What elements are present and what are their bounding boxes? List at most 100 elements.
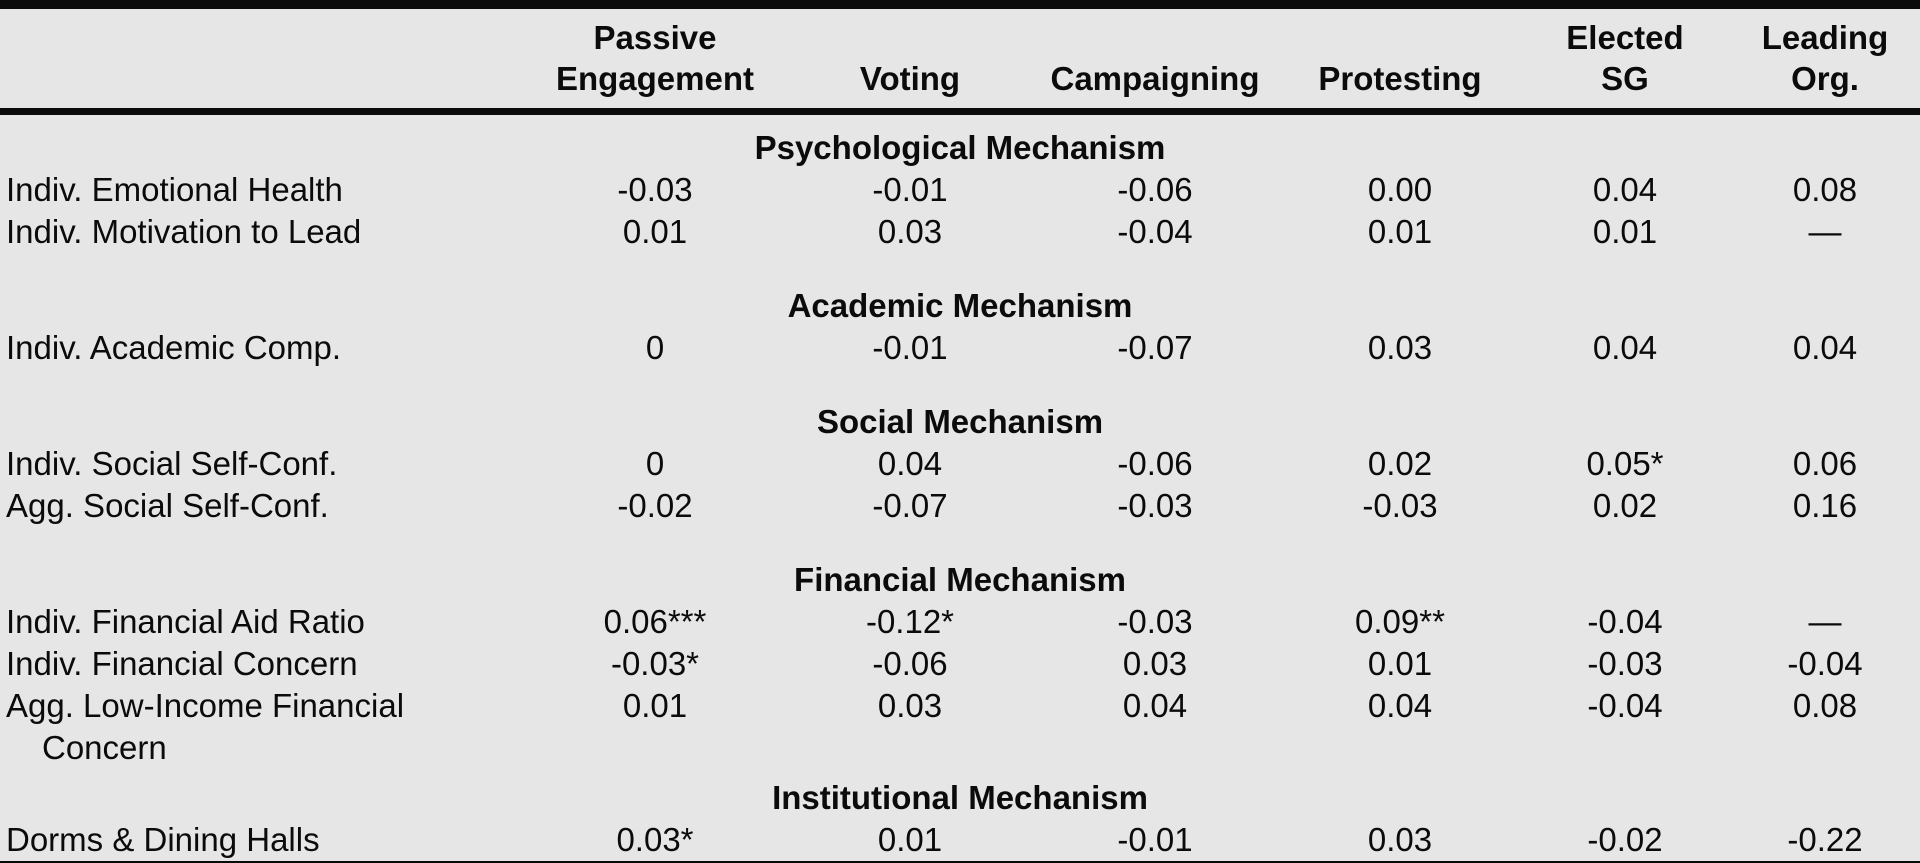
- value-cell-passive-engagement: -0.03*: [610, 645, 700, 682]
- table-row: Indiv. Financial Aid Ratio 0.06*** -0.12* -…: [0, 601, 1920, 643]
- value-cell-passive-engagement: 0: [645, 329, 665, 366]
- section-title-row: Academic Mechanism: [0, 253, 1920, 327]
- value-cell-campaigning: -0.06: [1117, 445, 1193, 482]
- value-cell-campaigning: -0.01: [1117, 821, 1193, 858]
- value-cell-voting: -0.12*: [865, 603, 955, 640]
- value-cell-passive-engagement: 0: [645, 445, 665, 482]
- value-cell-elected-sg: -0.04: [1587, 687, 1663, 724]
- value-cell-voting: 0.03: [877, 213, 943, 250]
- row-label: Indiv. Financial Aid Ratio: [6, 603, 365, 640]
- section-title-row: Financial Mechanism: [0, 527, 1920, 601]
- value-cell-leading-org: —: [1808, 603, 1842, 640]
- value-cell-voting: -0.06: [872, 645, 948, 682]
- column-header-protesting-line2: Protesting: [1318, 60, 1482, 97]
- value-cell-elected-sg: 0.01: [1592, 213, 1658, 250]
- row-label: Agg. Social Self-Conf.: [6, 487, 329, 524]
- value-cell-passive-engagement: -0.02: [617, 487, 693, 524]
- table-row: Agg. Social Self-Conf. -0.02 -0.07 -0.03 -0.…: [0, 485, 1920, 527]
- section-title-social-mechanism: Social Mechanism: [816, 403, 1104, 440]
- row-label: Indiv. Social Self-Conf.: [6, 445, 338, 482]
- column-header-variable: [0, 5, 520, 112]
- value-cell-leading-org: -0.04: [1787, 645, 1863, 682]
- column-header-elected-sg-line1: Elected: [1566, 19, 1684, 56]
- column-header-leading-org-line1: Leading: [1761, 19, 1889, 56]
- section-financial-mechanism: Financial Mechanism Indiv. Financial Aid …: [0, 527, 1920, 769]
- section-institutional-mechanism: Institutional Mechanism Dorms & Dining Ha…: [0, 769, 1920, 863]
- value-cell-voting: -0.01: [872, 171, 948, 208]
- value-cell-leading-org: -0.22: [1787, 821, 1863, 858]
- value-cell-voting: 0.03: [877, 687, 943, 724]
- value-cell-leading-org: 0.08: [1792, 171, 1858, 208]
- section-title-institutional-mechanism: Institutional Mechanism: [772, 779, 1148, 816]
- column-header-passive-engagement-line2: Engagement: [555, 60, 755, 97]
- value-cell-voting: -0.07: [872, 487, 948, 524]
- row-label: Agg. Low-Income Financial Concern: [6, 687, 405, 766]
- value-cell-elected-sg: 0.04: [1592, 329, 1658, 366]
- table-row: Indiv. Motivation to Lead 0.01 0.03 -0.04 0.…: [0, 211, 1920, 253]
- value-cell-voting: -0.01: [872, 329, 948, 366]
- value-cell-protesting: 0.01: [1367, 213, 1433, 250]
- value-cell-elected-sg: -0.02: [1587, 821, 1663, 858]
- value-cell-voting: 0.01: [877, 821, 943, 858]
- row-label: Indiv. Motivation to Lead: [6, 213, 362, 250]
- table-row: Agg. Low-Income Financial Concern 0.01 0.0…: [0, 685, 1920, 769]
- row-label: Indiv. Emotional Health: [6, 171, 343, 208]
- value-cell-campaigning: -0.04: [1117, 213, 1193, 250]
- value-cell-voting: 0.04: [877, 445, 943, 482]
- section-psychological-mechanism: Psychological Mechanism Indiv. Emotional …: [0, 112, 1920, 254]
- column-header-campaigning-line2: Campaigning: [1050, 60, 1260, 97]
- section-title-financial-mechanism: Financial Mechanism: [794, 561, 1126, 598]
- value-cell-elected-sg: 0.04: [1592, 171, 1658, 208]
- value-cell-campaigning: -0.07: [1117, 329, 1193, 366]
- value-cell-protesting: 0.09**: [1355, 603, 1445, 640]
- column-header-voting-line2: Voting: [859, 60, 961, 97]
- column-header-elected-sg: Elected SG: [1520, 5, 1730, 112]
- value-cell-passive-engagement: -0.03: [617, 171, 693, 208]
- table-row: Indiv. Financial Concern -0.03* -0.06 0.03 0…: [0, 643, 1920, 685]
- column-header-protesting: Protesting: [1280, 5, 1520, 112]
- value-cell-elected-sg: 0.05*: [1586, 445, 1664, 482]
- value-cell-leading-org: 0.08: [1792, 687, 1858, 724]
- column-header-leading-org: Leading Org.: [1730, 5, 1920, 112]
- section-social-mechanism: Social Mechanism Indiv. Social Self-Conf.…: [0, 369, 1920, 527]
- table-row: Indiv. Academic Comp. 0 -0.01 -0.07 0.03 0.04…: [0, 327, 1920, 369]
- value-cell-protesting: 0.03: [1367, 329, 1433, 366]
- section-academic-mechanism: Academic Mechanism Indiv. Academic Comp. 0…: [0, 253, 1920, 369]
- row-label: Indiv. Financial Concern: [6, 645, 358, 682]
- value-cell-protesting: 0.03: [1367, 821, 1433, 858]
- row-label: Indiv. Academic Comp.: [6, 329, 342, 366]
- value-cell-campaigning: 0.03: [1122, 645, 1188, 682]
- value-cell-campaigning: -0.03: [1117, 487, 1193, 524]
- section-title-row: Institutional Mechanism: [0, 769, 1920, 819]
- value-cell-protesting: 0.01: [1367, 645, 1433, 682]
- column-header-passive-engagement: Passive Engagement: [520, 5, 790, 112]
- value-cell-elected-sg: -0.03: [1587, 645, 1663, 682]
- value-cell-protesting: -0.03: [1362, 487, 1438, 524]
- value-cell-protesting: 0.00: [1367, 171, 1433, 208]
- column-header-passive-engagement-line1: Passive: [593, 19, 717, 56]
- value-cell-leading-org: 0.16: [1792, 487, 1858, 524]
- column-header-elected-sg-line2: SG: [1601, 60, 1649, 97]
- table-row: Dorms & Dining Halls 0.03* 0.01 -0.01 0.03 -0…: [0, 819, 1920, 863]
- section-title-psychological-mechanism: Psychological Mechanism: [754, 129, 1166, 166]
- value-cell-passive-engagement: 0.01: [622, 687, 688, 724]
- value-cell-leading-org: 0.04: [1792, 329, 1858, 366]
- section-title-row: Psychological Mechanism: [0, 112, 1920, 170]
- value-cell-leading-org: —: [1808, 213, 1842, 250]
- column-header-campaigning: Campaigning: [1030, 5, 1280, 112]
- column-header-leading-org-line2: Org.: [1791, 60, 1859, 97]
- value-cell-protesting: 0.02: [1367, 445, 1433, 482]
- table-header: Passive Engagement Voting Campaigning Protes…: [0, 5, 1920, 112]
- value-cell-passive-engagement: 0.06***: [603, 603, 707, 640]
- value-cell-campaigning: -0.06: [1117, 171, 1193, 208]
- column-header-voting: Voting: [790, 5, 1030, 112]
- value-cell-leading-org: 0.06: [1792, 445, 1858, 482]
- header-row: Passive Engagement Voting Campaigning Protes…: [0, 5, 1920, 112]
- row-label: Dorms & Dining Halls: [6, 821, 320, 858]
- value-cell-passive-engagement: 0.03*: [616, 821, 694, 858]
- section-title-row: Social Mechanism: [0, 369, 1920, 443]
- table-row: Indiv. Emotional Health -0.03 -0.01 -0.06 0.…: [0, 169, 1920, 211]
- value-cell-passive-engagement: 0.01: [622, 213, 688, 250]
